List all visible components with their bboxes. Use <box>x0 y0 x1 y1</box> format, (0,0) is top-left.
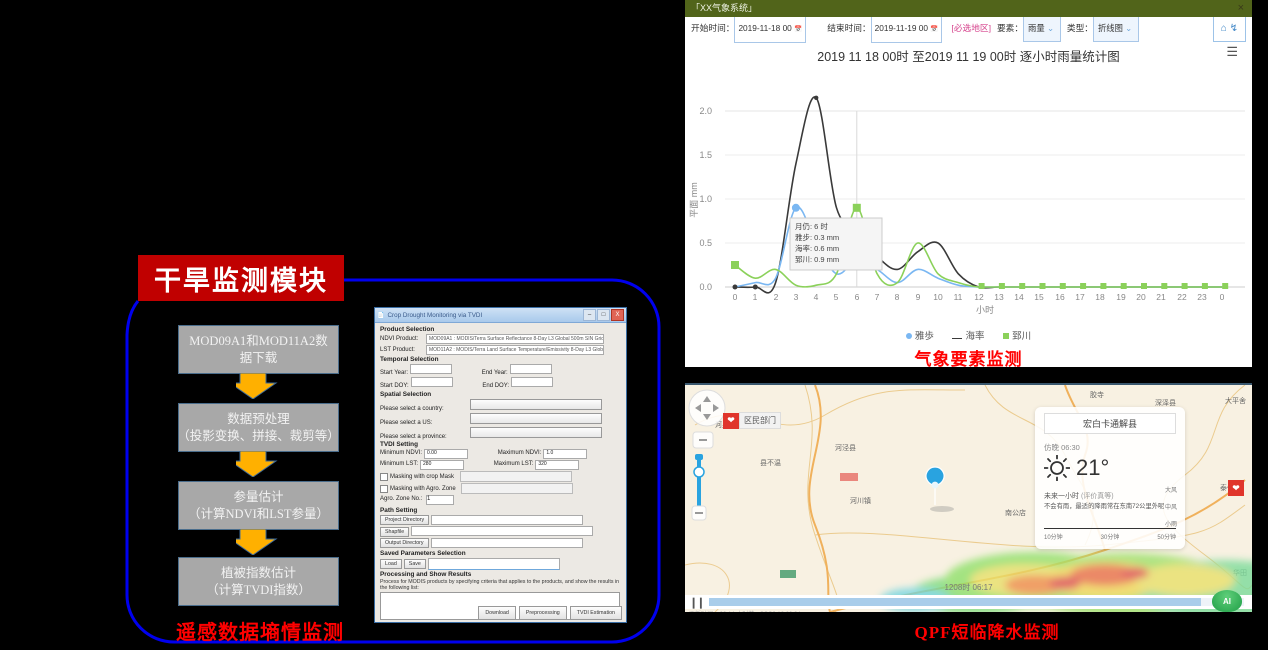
svg-text:0: 0 <box>733 292 738 302</box>
svg-text:15: 15 <box>1034 292 1044 302</box>
svg-text:14: 14 <box>1014 292 1024 302</box>
svg-text:21: 21 <box>1156 292 1166 302</box>
svg-text:4: 4 <box>814 292 819 302</box>
svg-text:11: 11 <box>954 292 963 302</box>
svg-text:23: 23 <box>1197 292 1207 302</box>
svg-text:10: 10 <box>933 292 943 302</box>
svg-text:3: 3 <box>794 292 799 302</box>
svg-text:1: 1 <box>753 292 758 302</box>
svg-text:0: 0 <box>1220 292 1225 302</box>
svg-text:12: 12 <box>974 292 984 302</box>
svg-text:0.5: 0.5 <box>699 238 712 248</box>
svg-text:月仍: 6 时: 月仍: 6 时 <box>795 221 828 231</box>
svg-text:17: 17 <box>1075 292 1085 302</box>
svg-text:雅步: 0.3 mm: 雅步: 0.3 mm <box>795 232 839 242</box>
svg-text:19: 19 <box>1116 292 1126 302</box>
svg-text:8: 8 <box>895 292 900 302</box>
svg-text:小时: 小时 <box>976 304 994 315</box>
svg-text:16: 16 <box>1055 292 1065 302</box>
svg-text:1.5: 1.5 <box>699 150 712 160</box>
svg-text:18: 18 <box>1095 292 1105 302</box>
svg-text:5: 5 <box>834 292 839 302</box>
svg-text:13: 13 <box>994 292 1004 302</box>
svg-text:6: 6 <box>855 292 860 302</box>
svg-text:9: 9 <box>916 292 921 302</box>
svg-text:1.0: 1.0 <box>699 194 712 204</box>
svg-text:海率: 0.6 mm: 海率: 0.6 mm <box>795 243 839 253</box>
svg-text:郅川: 0.9 mm: 郅川: 0.9 mm <box>795 255 839 264</box>
svg-text:2: 2 <box>774 292 779 302</box>
svg-text:0.0: 0.0 <box>699 282 712 292</box>
svg-text:20: 20 <box>1136 292 1146 302</box>
svg-text:2.0: 2.0 <box>699 106 712 116</box>
svg-text:平面 mm: 平面 mm <box>689 182 699 218</box>
svg-text:7: 7 <box>875 292 880 302</box>
svg-text:22: 22 <box>1177 292 1187 302</box>
